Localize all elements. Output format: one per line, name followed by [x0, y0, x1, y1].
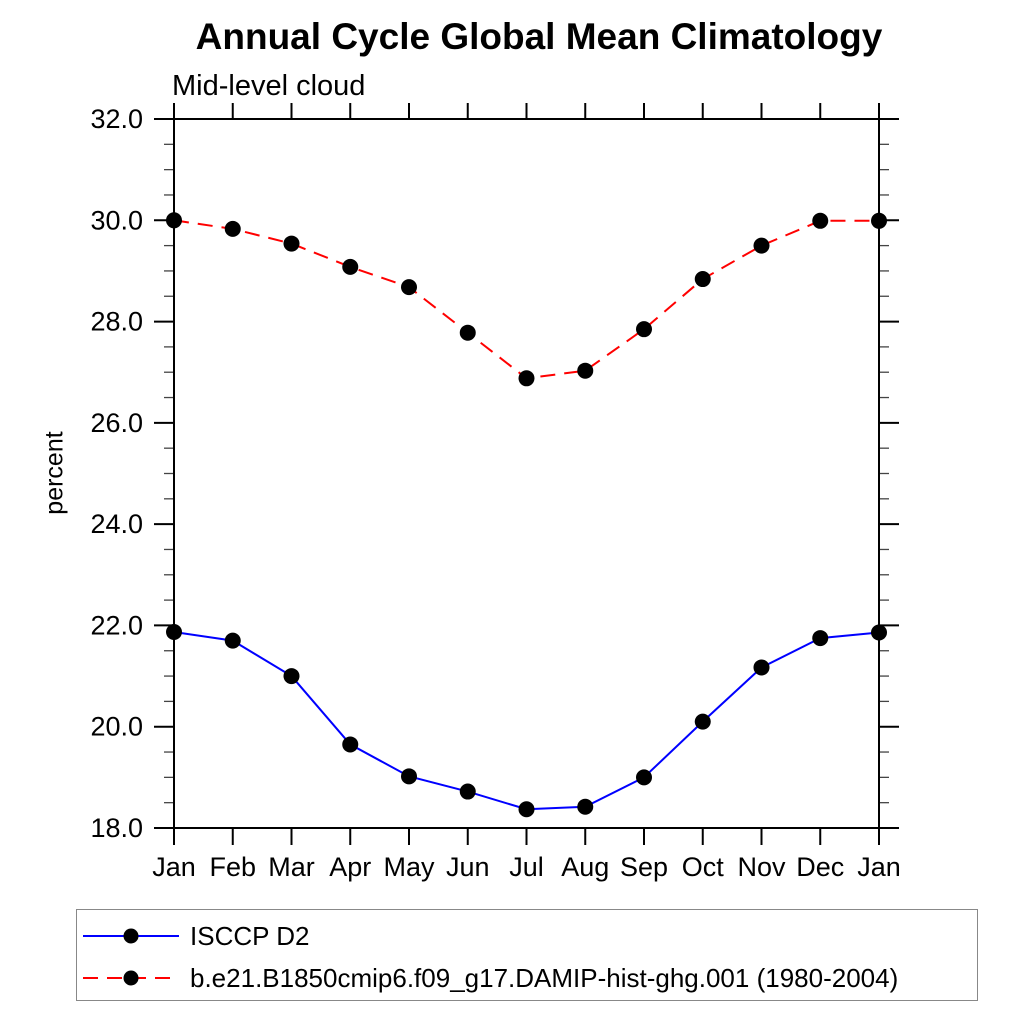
data-point-marker — [694, 271, 711, 288]
data-point-marker — [224, 220, 241, 237]
x-tick-label: Mar — [268, 852, 315, 882]
series-line — [173, 219, 879, 380]
legend-entry-label: ISCCP D2 — [190, 921, 310, 951]
data-point-marker — [871, 212, 887, 229]
legend-entry-isccp: ISCCP D2 — [83, 921, 310, 951]
legend-line-sample-dashed — [83, 970, 179, 986]
data-point-marker — [518, 801, 535, 818]
legend-circle-marker-icon — [123, 970, 139, 986]
data-point-marker — [518, 370, 535, 387]
data-point-marker — [166, 212, 182, 229]
x-tick-label: Jan — [152, 852, 196, 882]
data-point-marker — [636, 321, 652, 338]
y-tick-label: 28.0 — [90, 307, 143, 337]
data-point-marker — [459, 324, 476, 341]
x-tick-label: Apr — [329, 852, 371, 882]
x-tick-label: Nov — [737, 852, 786, 882]
data-point-marker — [401, 768, 417, 785]
data-point-marker — [459, 783, 476, 800]
y-tick-label: 22.0 — [90, 610, 143, 640]
chart-subtitle: Mid-level cloud — [172, 70, 366, 102]
data-point-marker — [753, 659, 770, 676]
x-tick-label: Feb — [209, 852, 256, 882]
data-point-marker — [342, 736, 359, 753]
y-tick-label: 24.0 — [90, 509, 143, 539]
data-point-marker — [812, 630, 829, 647]
data-point-marker — [283, 235, 300, 252]
x-tick-label: Jan — [857, 852, 901, 882]
y-tick-label: 30.0 — [90, 205, 143, 235]
data-point-marker — [694, 713, 711, 730]
x-tick-label: May — [383, 852, 435, 882]
x-tick-label: Dec — [796, 852, 844, 882]
y-tick-label: 20.0 — [90, 712, 143, 742]
legend-entry-model: b.e21.B1850cmip6.f09_g17.DAMIP-hist-ghg.… — [83, 963, 899, 993]
data-point-marker — [871, 624, 887, 641]
y-tick-label: 32.0 — [90, 104, 143, 134]
data-point-marker — [812, 212, 829, 229]
x-tick-label: Jul — [509, 852, 544, 882]
data-point-marker — [577, 798, 594, 815]
x-tick-label: Sep — [620, 852, 668, 882]
legend-circle-marker-icon — [123, 928, 139, 944]
x-tick-label: Oct — [682, 852, 725, 882]
data-point-marker — [166, 624, 182, 641]
legend-entry-label: b.e21.B1850cmip6.f09_g17.DAMIP-hist-ghg.… — [190, 963, 899, 993]
legend: ISCCP D2 b.e21.B1850cmip6.f09_g17.DAMIP-… — [76, 909, 978, 1001]
data-point-marker — [636, 769, 652, 786]
x-tick-label: Jun — [446, 852, 490, 882]
x-tick-label: Aug — [561, 852, 609, 882]
y-tick-label: 26.0 — [90, 408, 143, 438]
data-point-marker — [577, 362, 594, 379]
data-point-marker — [283, 668, 300, 685]
y-tick-label: 18.0 — [90, 813, 143, 843]
chart-title: Annual Cycle Global Mean Climatology — [195, 16, 883, 57]
series-line — [173, 631, 880, 811]
data-point-marker — [224, 632, 241, 649]
data-point-marker — [342, 258, 359, 275]
data-point-marker — [753, 237, 770, 254]
legend-line-sample-solid — [83, 928, 179, 944]
data-point-marker — [401, 279, 417, 296]
